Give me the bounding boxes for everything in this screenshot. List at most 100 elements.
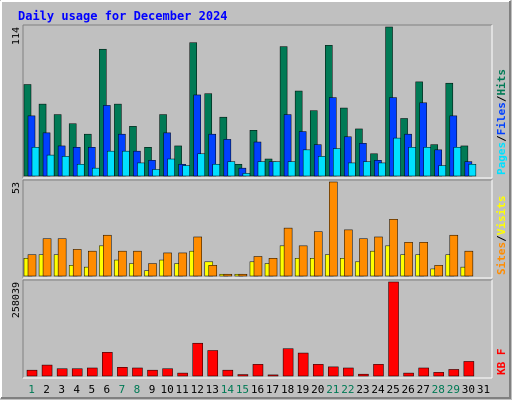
bar-sites-day-13: Sites 13: 6 — [208, 265, 218, 277]
bar-sites-day-25: Sites 25: 32 — [389, 219, 398, 277]
day-label: 6 — [104, 383, 111, 396]
bar-kb-f-day-19: KB F 19: 63000 — [297, 352, 309, 377]
bar-sites-day-22: Sites 22: 26 — [344, 229, 353, 277]
bar-kb-f-day-27: KB F 27: 22000 — [418, 367, 429, 377]
bar-pages-day-18: Pages 18: 11 — [287, 161, 296, 177]
bar-sites-day-20: Sites 20: 25 — [313, 231, 323, 277]
panel-area — [23, 280, 492, 378]
day-label: 21 — [326, 383, 339, 396]
bar-files-day-29: Files 29: 46 — [449, 115, 458, 177]
day-label: 9 — [149, 383, 156, 396]
bar-files-day-6: Files 6: 54 — [103, 105, 111, 177]
bar-sites-day-11: Sites 11: 13 — [178, 252, 187, 277]
bar-pages-day-6: Pages 6: 19 — [107, 150, 115, 177]
bar-files-day-25: Files 25: 60 — [389, 97, 397, 177]
day-label: 26 — [402, 383, 415, 396]
bar-hits-day-20: Hits 20: 50 — [309, 110, 318, 177]
bar-kb-f-day-3: KB F 3: 20000 — [56, 368, 68, 377]
bar-pages-day-30: Pages 30: 9 — [468, 163, 477, 177]
bar-sites-day-9: Sites 9: 7 — [148, 263, 157, 277]
bar-sites-day-23: Sites 23: 21 — [359, 238, 368, 277]
bar-sites-day-29: Sites 29: 23 — [449, 234, 459, 277]
bar-files-day-9: Files 9: 12 — [148, 160, 156, 177]
bar-kb-f-day-22: KB F 22: 22000 — [343, 367, 354, 377]
bar-pages-day-22: Pages 22: 10 — [348, 162, 356, 177]
bar-kb-f-day-10: KB F 10: 20000 — [162, 368, 173, 377]
day-label: 22 — [341, 383, 354, 396]
bar-pages-day-27: Pages 27: 22 — [423, 147, 431, 177]
bar-pages-day-10: Pages 10: 13 — [167, 158, 175, 177]
bar-files-day-21: Files 21: 60 — [329, 97, 337, 177]
bar-sites-day-30: Sites 30: 14 — [464, 250, 474, 277]
bar-sites-day-10: Sites 10: 13 — [163, 252, 172, 277]
bar-files-day-15: Files 15: 6 — [238, 167, 247, 177]
panel-max-label: 258039 — [11, 282, 22, 318]
bar-pages-day-26: Pages 26: 22 — [408, 147, 416, 177]
bar-kb-f-day-5: KB F 5: 22000 — [87, 367, 98, 377]
bar-kb-f-day-8: KB F 8: 22000 — [132, 367, 143, 377]
legend-entry: Visits — [495, 196, 508, 236]
day-label: 29 — [447, 383, 460, 396]
bar-sites-day-16: Sites 16: 11 — [253, 256, 263, 277]
bar-sites-day-19: Sites 19: 17 — [298, 245, 308, 277]
bar-kb-f-day-28: KB F 28: 10000 — [433, 372, 444, 377]
bar-kb-f-day-13: KB F 13: 70000 — [207, 350, 219, 377]
bar-kb-f-day-29: KB F 29: 18000 — [448, 369, 460, 377]
day-label: 20 — [311, 383, 324, 396]
bar-pages-day-2: Pages 2: 16 — [46, 154, 55, 177]
chart-title: Daily usage for December 2024 — [18, 9, 228, 23]
panel-legend: Sites/Visits — [495, 196, 508, 276]
panel-legend: KB F — [495, 349, 508, 376]
bar-kb-f-day-23: KB F 23: 5000 — [358, 373, 369, 377]
bar-files-day-5: Files 5: 22 — [88, 147, 96, 177]
bar-sites-day-14: Sites 14: 1 — [223, 273, 233, 277]
bar-kb-f-day-24: KB F 24: 32000 — [373, 364, 384, 377]
bar-pages-day-7: Pages 7: 19 — [122, 150, 130, 177]
day-label: 27 — [417, 383, 430, 396]
bar-files-day-4: Files 4: 22 — [72, 147, 81, 177]
bar-pages-day-25: Pages 25: 29 — [393, 137, 401, 177]
bar-kb-f-day-30: KB F 30: 40000 — [463, 361, 475, 377]
bar-sites-day-27: Sites 27: 19 — [419, 242, 428, 277]
bar-sites-day-15: Sites 15: 1 — [238, 273, 248, 277]
bar-kb-f-day-15: KB F 15: 4000 — [237, 374, 249, 377]
bar-sites-day-4: Sites 4: 15 — [72, 249, 82, 277]
bar-files-day-16: Files 16: 26 — [253, 141, 262, 177]
bar-kb-f-day-9: KB F 9: 16000 — [147, 369, 158, 377]
day-label: 14 — [221, 383, 235, 396]
bar-sites-day-3: Sites 3: 21 — [57, 238, 67, 277]
bar-sites-day-12: Sites 12: 22 — [193, 236, 202, 277]
bar-sites-day-5: Sites 5: 14 — [88, 250, 97, 277]
bar-pages-day-13: Pages 13: 9 — [212, 163, 221, 177]
bar-sites-day-26: Sites 26: 19 — [404, 242, 413, 277]
bar-kb-f-day-11: KB F 11: 8000 — [177, 372, 188, 377]
bar-sites-day-7: Sites 7: 14 — [118, 250, 127, 277]
bar-kb-f-day-17: KB F 17: 3000 — [267, 374, 279, 377]
day-label: 18 — [281, 383, 294, 396]
bar-kb-f-day-1: KB F 1: 16000 — [26, 369, 38, 377]
bar-pages-day-16: Pages 16: 11 — [257, 161, 266, 177]
legend-entry: / — [495, 95, 508, 102]
bar-pages-day-17: Pages 17: 11 — [272, 161, 281, 177]
day-label: 30 — [462, 383, 475, 396]
day-labels: 1 2 3 4 5 6 7 8 9 10 11 12 13 14 15 16 17 18 19 20 21 22 23 24 2… — [28, 383, 490, 396]
bar-sites-day-6: Sites 6: 23 — [103, 234, 112, 277]
bar-kb-f-day-6: KB F 6: 65000 — [102, 352, 113, 377]
legend-entry — [495, 355, 508, 362]
day-label: 10 — [160, 383, 173, 396]
bar-pages-day-4: Pages 4: 9 — [76, 163, 85, 177]
bar-kb-f-day-14: KB F 14: 16000 — [222, 369, 234, 377]
bar-pages-day-19: Pages 19: 20 — [302, 149, 311, 177]
legend-entry: Hits — [495, 69, 508, 96]
bar-pages-day-14: Pages 14: 11 — [227, 161, 236, 177]
bar-sites-day-2: Sites 2: 21 — [42, 238, 52, 277]
bar-pages-day-3: Pages 3: 15 — [61, 156, 70, 177]
bar-files-day-14: Files 14: 28 — [223, 139, 232, 177]
day-label: 13 — [206, 383, 219, 396]
bar-pages-day-11: Pages 11: 8 — [182, 165, 190, 177]
bar-files-day-22: Files 22: 30 — [344, 136, 352, 177]
